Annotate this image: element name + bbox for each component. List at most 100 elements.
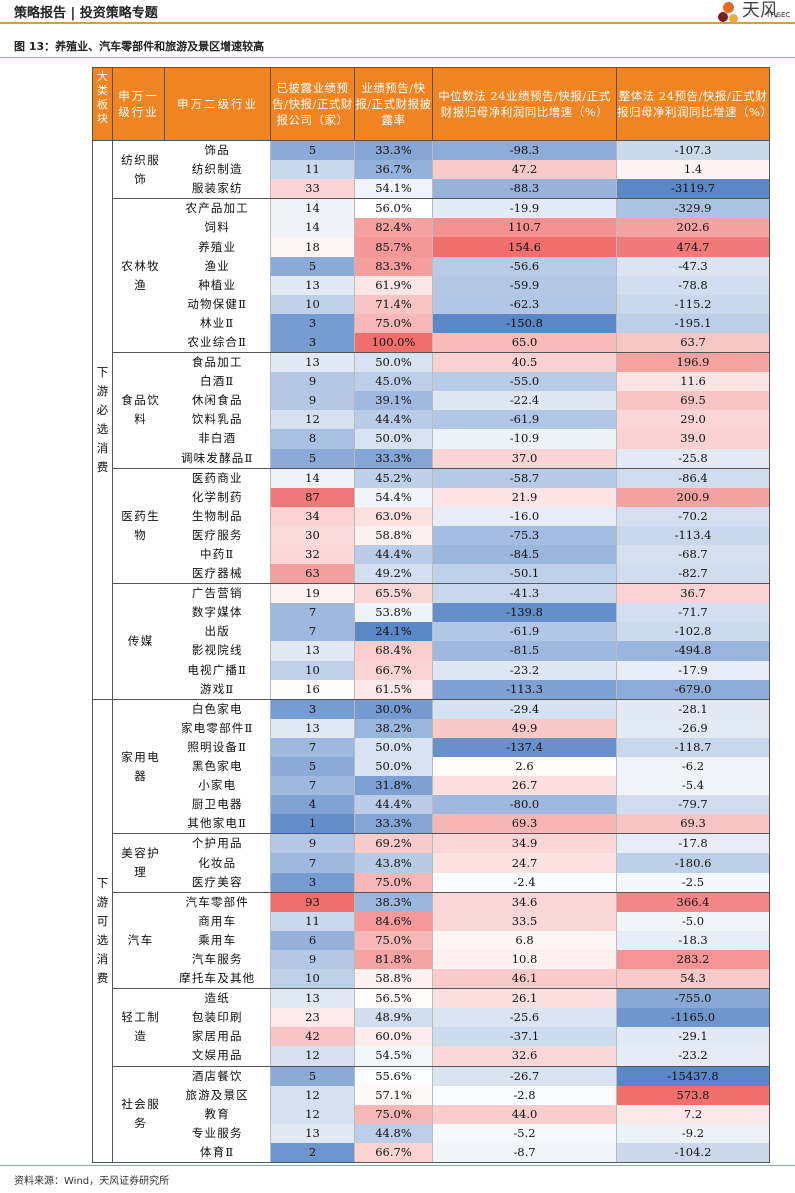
disclosure-rate: 85.7% (354, 237, 433, 257)
table-row: 下游必选消费纺织服饰 饰品 5 33.3% -98.3 -107.3 (92, 140, 770, 700)
company-count: 11 (270, 160, 355, 180)
median-growth: 32.6 (432, 1046, 617, 1067)
company-count: 5 (270, 140, 355, 161)
overall-growth: -29.1 (616, 1027, 770, 1047)
level2-industry: 个护用品 (191, 836, 243, 851)
table-row: 电视广播Ⅱ 10 66.7% -23.2 -17.9 (93, 660, 770, 680)
disclosure-rate: 38.2% (354, 718, 433, 738)
median-growth: 34.9 (432, 833, 617, 854)
company-count: 32 (270, 544, 355, 565)
level2-industry: 游戏Ⅱ (164, 679, 271, 700)
overall-growth: -118.7 (616, 737, 770, 757)
table-header: 大类板块 申万一级行业 申万二级行业 已披露业绩预告/快报/正式财报公司（家） … (92, 67, 770, 141)
overall-growth: -9.2 (616, 1123, 770, 1143)
table-row: 林业Ⅱ 3 75.0% -150.8 -195.1 (93, 313, 770, 333)
level2-industry: 非白酒 (198, 431, 237, 446)
report-header: 策略报告 | 投资策略专题 (0, 0, 795, 40)
median-growth: -2.8 (432, 1085, 617, 1105)
disclosure-rate: 75.0% (354, 872, 433, 893)
level2-industry: 动物保健Ⅱ (187, 296, 248, 311)
overall-growth: 69.5 (616, 391, 770, 411)
median-growth: -19.9 (432, 198, 617, 219)
level2-industry: 化学制药 (191, 489, 243, 504)
level2-industry: 种植业 (198, 277, 237, 292)
table-row: 数字媒体 7 53.8% -139.8 -71.7 (93, 603, 770, 623)
level2-industry: 包装印刷 (191, 1010, 243, 1025)
level2-industry: 造纸 (204, 991, 230, 1006)
disclosure-rate: 54.5% (354, 1046, 433, 1067)
median-growth: 65.0 (432, 332, 617, 354)
overall-growth: 29.0 (616, 410, 770, 430)
overall-growth: -195.1 (616, 313, 770, 333)
overall-growth: 54.3 (616, 969, 770, 990)
disclosure-rate: 75.0% (354, 313, 433, 333)
median-growth: -113.3 (432, 679, 617, 700)
disclosure-rate: 30.0% (354, 699, 433, 719)
disclosure-rate: 54.1% (354, 179, 433, 200)
median-growth: -137.4 (432, 737, 617, 757)
company-count: 13 (270, 275, 355, 295)
company-count: 3 (270, 699, 355, 719)
overall-growth: -102.8 (616, 622, 770, 642)
level2-industry: 渔业 (204, 258, 230, 273)
median-growth: -8.7 (432, 1142, 617, 1163)
company-count: 7 (270, 737, 355, 757)
col-header-block: 大类板块 (92, 67, 113, 141)
company-count: 5 (270, 1066, 355, 1086)
level2-industry: 黑色家电 (191, 759, 243, 774)
source-note: 资料来源：Wind，天风证券研究所 (14, 1176, 170, 1187)
level2-industry: 厨卫电器 (191, 797, 243, 812)
overall-growth: -78.8 (616, 275, 770, 295)
company-count: 13 (270, 1123, 355, 1143)
level1-industry: 传媒 (112, 583, 165, 700)
median-growth: -62.3 (432, 294, 617, 314)
table-row: 摩托车及其他 10 58.8% 46.1 54.3 (93, 969, 770, 990)
overall-growth: -104.2 (616, 1142, 770, 1163)
disclosure-rate: 58.8% (354, 969, 433, 990)
company-count: 7 (270, 776, 355, 796)
median-growth: -88.3 (432, 179, 617, 200)
disclosure-rate: 83.3% (354, 256, 433, 276)
company-count: 4 (270, 795, 355, 815)
overall-growth: -1165.0 (616, 1008, 770, 1028)
disclosure-rate: 44.8% (354, 1123, 433, 1143)
table-row: 非白酒 8 50.0% -10.9 39.0 (93, 429, 770, 449)
median-growth: -26.7 (432, 1066, 617, 1086)
figure-title: 图 13：养殖业、汽车零部件和旅游及景区增速较高 (14, 40, 265, 53)
table-row: 游戏Ⅱ 16 61.5% -113.3 -679.0 (93, 679, 770, 700)
col-header-l1: 申万一级行业 (112, 67, 165, 141)
disclosure-rate: 71.4% (354, 294, 433, 314)
level2-industry: 数字媒体 (191, 605, 243, 620)
level2-industry: 摩托车及其他 (164, 969, 271, 990)
report-title: 策略报告 | 投资策略专题 (14, 6, 158, 21)
overall-growth: 202.6 (616, 218, 770, 238)
table-row: 黑色家电 5 50.0% 2.6 -6.2 (93, 757, 770, 777)
median-growth: -56.6 (432, 256, 617, 276)
company-count: 30 (270, 525, 355, 545)
level2-industry: 专业服务 (191, 1125, 243, 1140)
level2-industry: 电视广播Ⅱ (187, 662, 248, 677)
overall-growth: -47.3 (616, 256, 770, 276)
level2-industry: 医疗美容 (164, 872, 271, 893)
level2-industry: 医疗器械 (164, 564, 271, 585)
table-row: 影视院线 13 68.4% -81.5 -494.8 (93, 641, 770, 661)
overall-growth: 474.7 (616, 237, 770, 257)
level2-industry: 汽车零部件 (185, 894, 249, 909)
level1-industry: 食品饮料 (112, 352, 165, 469)
median-growth: -23.2 (432, 660, 617, 680)
median-growth: -150.8 (432, 313, 617, 333)
overall-growth: -79.7 (616, 795, 770, 815)
level2-industry: 商用车 (198, 913, 237, 928)
table-row: 社会服务 酒店餐饮 5 55.6% -26.7 -15437.8 (93, 1066, 770, 1163)
level2-industry: 教育 (204, 1106, 230, 1121)
company-count: 14 (270, 218, 355, 238)
median-growth: -5.2 (432, 1123, 617, 1143)
level2-industry: 医药商业 (191, 470, 243, 485)
table-row: 厨卫电器 4 44.4% -80.0 -79.7 (93, 795, 770, 815)
overall-growth: -26.9 (616, 718, 770, 738)
disclosure-rate: 24.1% (354, 622, 433, 642)
overall-growth: 196.9 (616, 352, 770, 373)
company-count: 10 (270, 969, 355, 990)
median-growth: -98.3 (432, 140, 617, 161)
company-count: 8 (270, 429, 355, 449)
